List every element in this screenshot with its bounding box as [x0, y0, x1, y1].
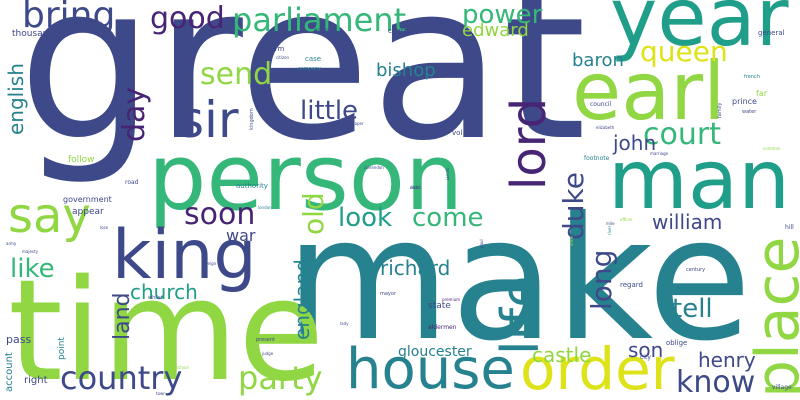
- word-england: england: [292, 259, 312, 340]
- word-council: council: [590, 102, 611, 108]
- word-army: army: [6, 242, 16, 246]
- word-government: government: [63, 196, 112, 204]
- word-company: company: [298, 67, 321, 72]
- word-far: far: [756, 90, 767, 98]
- word-long: long: [588, 250, 616, 310]
- word-day: send: [200, 60, 272, 90]
- word-mile: mile: [606, 222, 615, 226]
- word-majesty: majesty: [22, 250, 38, 254]
- word-castle: castle: [532, 345, 591, 365]
- word-party: party: [238, 362, 323, 394]
- word-village: village: [772, 385, 792, 391]
- word-build: build: [63, 121, 78, 127]
- word-reign: reign: [206, 262, 216, 266]
- word-clarendon: clarendon: [364, 166, 384, 170]
- word-sir: sir: [178, 95, 239, 145]
- word-account: account: [5, 352, 15, 392]
- word-london: london: [258, 206, 272, 210]
- word-lady: lady: [340, 322, 348, 326]
- word-regard: regard: [620, 282, 643, 289]
- word-english: english: [6, 63, 26, 135]
- word-appear: appear: [72, 208, 104, 217]
- word-town: town: [156, 392, 166, 396]
- word-right: right: [24, 376, 48, 386]
- word-baron: baron: [572, 52, 624, 70]
- word-war: war: [226, 228, 255, 244]
- word-french: french: [744, 75, 760, 80]
- word-victoria: victoria: [314, 28, 329, 32]
- word-river: river: [608, 226, 612, 235]
- word-william: william: [652, 212, 722, 232]
- word-good: good: [150, 4, 225, 34]
- word-footnote: footnote: [584, 156, 609, 162]
- word-old: old: [300, 192, 328, 235]
- word-city: city: [640, 355, 651, 361]
- word-queen: queen: [640, 38, 728, 66]
- word-road: road: [125, 180, 139, 186]
- word-mayor: mayor: [380, 292, 396, 297]
- word-follow: follow: [68, 156, 95, 165]
- word-whilst: whilst: [148, 296, 163, 301]
- word-edward: edward: [462, 22, 529, 40]
- word-gloucester: gloucester: [398, 345, 472, 359]
- word-oblige: oblige: [666, 340, 687, 347]
- word-premium: premium: [442, 298, 460, 302]
- word-lord: lord: [505, 98, 553, 190]
- word-look: look: [338, 205, 392, 231]
- word-judge: judge: [262, 352, 273, 356]
- word-letter: letter: [570, 235, 574, 246]
- word-authority: authority: [236, 183, 268, 190]
- word-bishop: bishop: [376, 62, 436, 80]
- word-elizabeth: elizabeth: [596, 126, 614, 130]
- word-richard: richard: [380, 258, 450, 278]
- word-henry: henry: [698, 350, 756, 370]
- word-thousand: thousand: [12, 30, 54, 39]
- word-paul: paul: [480, 239, 484, 248]
- word-lose: lose: [100, 226, 108, 230]
- word-officer: officer: [620, 218, 633, 222]
- word-paper: paper: [352, 122, 364, 126]
- word-pass: pass: [6, 334, 31, 345]
- word-kingdom: kingdom: [250, 108, 255, 130]
- word-like: like: [10, 256, 55, 282]
- word-present: present: [256, 338, 275, 343]
- word-little: little: [300, 98, 358, 124]
- word-death: death: [410, 186, 422, 190]
- word-family: family: [718, 103, 723, 118]
- word-case: case: [305, 56, 321, 63]
- word-vol: vol: [452, 130, 462, 137]
- word-point: point: [58, 337, 67, 360]
- word-general: general: [758, 30, 785, 37]
- word-send: day: [120, 87, 150, 142]
- word-tell: tell: [672, 296, 713, 322]
- word-water: water: [742, 110, 756, 115]
- word-course: course: [388, 28, 411, 35]
- word-citizen: citizen: [276, 56, 289, 60]
- word-form: form: [268, 46, 284, 53]
- word-know: know: [676, 368, 755, 398]
- word-james: james: [446, 168, 450, 180]
- word-century: century: [686, 268, 705, 273]
- word-country: country: [60, 362, 182, 394]
- word-prince: prince: [732, 98, 757, 106]
- word-duke: duke: [560, 172, 588, 240]
- word-come: come: [412, 205, 484, 231]
- word-place: place: [748, 237, 800, 398]
- word-john: john: [613, 133, 656, 153]
- word-school: school: [176, 366, 189, 370]
- word-aldermen: aldermen: [428, 325, 457, 331]
- word-hill: hill: [785, 225, 794, 231]
- word-common: common: [763, 147, 780, 151]
- word-state: state: [428, 302, 451, 311]
- word-church: church: [130, 282, 198, 302]
- word-marriage: marriage: [650, 152, 668, 156]
